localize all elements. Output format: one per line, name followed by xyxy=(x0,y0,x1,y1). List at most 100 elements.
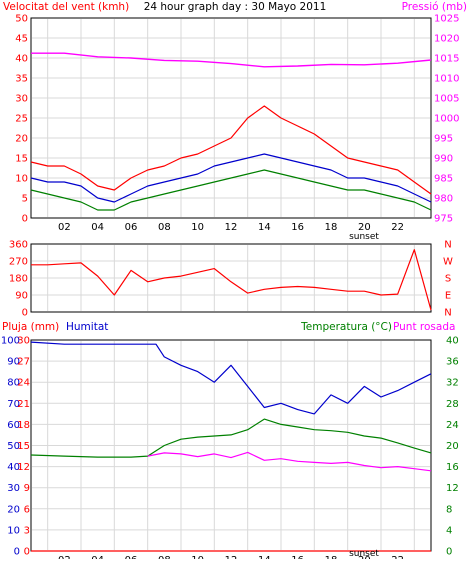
y-tick-label: 30 xyxy=(15,94,28,105)
y-tick-label: N xyxy=(444,308,451,319)
x-tick-label: 22 xyxy=(391,555,404,559)
x-tick-label: 04 xyxy=(91,222,104,233)
temperature-tick-label: 0 xyxy=(446,547,452,558)
pressure-axis-label: Pressió (mb) xyxy=(402,1,467,13)
humidity-tick-label: 20 xyxy=(7,504,20,515)
y-tick-label: 985 xyxy=(434,174,453,185)
y-tick-label: 1015 xyxy=(434,54,459,65)
humidity-tick-label: 50 xyxy=(7,441,20,452)
y-tick-label: 360 xyxy=(9,240,28,251)
y-tick-label: 0 xyxy=(22,214,28,225)
y-tick-label: 0 xyxy=(22,308,28,319)
x-tick-label: 16 xyxy=(291,555,304,559)
y-tick-label: 180 xyxy=(9,274,28,285)
series-dewpoint-line xyxy=(147,451,432,472)
x-tick-label: 02 xyxy=(58,222,71,233)
humidity-tick-label: 70 xyxy=(7,399,20,410)
rain-tick-label: 15 xyxy=(17,441,30,452)
temperature-tick-label: 40 xyxy=(446,336,459,347)
series-min-line xyxy=(30,169,432,211)
y-tick-label: 45 xyxy=(15,34,28,45)
series-temperature-line xyxy=(30,418,432,458)
x-tick-label: 04 xyxy=(91,555,104,559)
y-tick-label: N xyxy=(444,240,451,251)
x-tick-label: 18 xyxy=(325,555,338,559)
rain-axis-label: Pluja (mm) xyxy=(2,321,59,333)
humidity-tick-label: 30 xyxy=(7,483,20,494)
y-tick-label: 990 xyxy=(434,154,453,165)
y-tick-label: 90 xyxy=(15,291,28,302)
rain-tick-label: 3 xyxy=(24,525,30,536)
humidity-axis-label: Humitat xyxy=(66,321,108,333)
y-tick-label: 50 xyxy=(15,14,28,25)
y-tick-label: 10 xyxy=(15,174,28,185)
y-tick-label: 40 xyxy=(15,54,28,65)
y-tick-label: 1005 xyxy=(434,94,459,105)
x-tick-label: 06 xyxy=(125,555,138,559)
series-direction-line xyxy=(31,249,432,311)
rain-humidity-temperature-panel: 0102030405060708090100036912151821242730… xyxy=(1,321,459,563)
rain-tick-label: 30 xyxy=(17,336,30,347)
x-tick-label: 14 xyxy=(258,222,271,233)
y-tick-label: 1025 xyxy=(434,14,459,25)
humidity-tick-label: 0 xyxy=(14,547,20,558)
x-tick-label: 06 xyxy=(125,222,138,233)
humidity-tick-label: 40 xyxy=(7,462,20,473)
temperature-tick-label: 20 xyxy=(446,441,459,452)
sunset-label: sunset xyxy=(349,232,379,242)
rain-tick-label: 12 xyxy=(17,462,30,473)
series-pressure-line xyxy=(31,52,432,68)
y-tick-label: S xyxy=(445,274,451,285)
wind-pressure-panel: 0510152025303540455097598098599099510001… xyxy=(0,0,470,242)
humidity-tick-label: 100 xyxy=(1,336,20,347)
y-tick-label: 1020 xyxy=(434,34,459,45)
x-tick-label: 14 xyxy=(258,555,271,559)
y-tick-label: 15 xyxy=(15,154,28,165)
temperature-axis-label: Temperatura (°C) xyxy=(300,321,392,333)
humidity-tick-label: 80 xyxy=(7,378,20,389)
humidity-tick-label: 60 xyxy=(7,420,20,431)
x-tick-label: 20 xyxy=(358,222,371,233)
y-tick-label: 5 xyxy=(22,194,28,205)
rain-tick-label: 9 xyxy=(24,483,30,494)
sunset-label: sunset xyxy=(349,549,379,559)
x-tick-label: 10 xyxy=(191,222,204,233)
temperature-tick-label: 12 xyxy=(446,483,459,494)
humidity-tick-label: 10 xyxy=(7,525,20,536)
x-tick-label: 22 xyxy=(391,222,404,233)
temperature-tick-label: 36 xyxy=(446,357,459,368)
y-tick-label: 20 xyxy=(15,134,28,145)
y-tick-label: 1010 xyxy=(434,74,459,85)
humidity-tick-label: 90 xyxy=(7,357,20,368)
x-tick-label: 10 xyxy=(191,555,204,559)
rain-tick-label: 21 xyxy=(17,399,30,410)
x-tick-label: 18 xyxy=(325,222,338,233)
temperature-tick-label: 8 xyxy=(446,504,452,515)
x-tick-label: 12 xyxy=(225,222,238,233)
y-tick-label: 25 xyxy=(15,114,28,125)
x-tick-label: 02 xyxy=(58,555,71,559)
rain-tick-label: 18 xyxy=(17,420,30,431)
rain-tick-label: 24 xyxy=(17,378,30,389)
series-gust-line xyxy=(30,105,432,195)
rain-tick-label: 0 xyxy=(24,547,30,558)
rain-tick-label: 6 xyxy=(24,504,30,515)
x-tick-label: 16 xyxy=(291,222,304,233)
y-tick-label: 270 xyxy=(9,257,28,268)
temperature-tick-label: 16 xyxy=(446,462,459,473)
x-tick-label: 08 xyxy=(158,555,171,559)
temperature-tick-label: 24 xyxy=(446,420,459,431)
y-tick-label: 975 xyxy=(434,214,453,225)
y-tick-label: 995 xyxy=(434,134,453,145)
y-tick-label: 980 xyxy=(434,194,453,205)
temperature-tick-label: 28 xyxy=(446,399,459,410)
series-avg-line xyxy=(30,153,432,203)
y-tick-label: W xyxy=(443,257,453,268)
chart-title: 24 hour graph day : 30 Mayo 2011 xyxy=(144,1,327,13)
y-tick-label: 1000 xyxy=(434,114,459,125)
wind-speed-axis-label: Velocitat del vent (kmh) xyxy=(3,1,129,13)
x-tick-label: 08 xyxy=(158,222,171,233)
